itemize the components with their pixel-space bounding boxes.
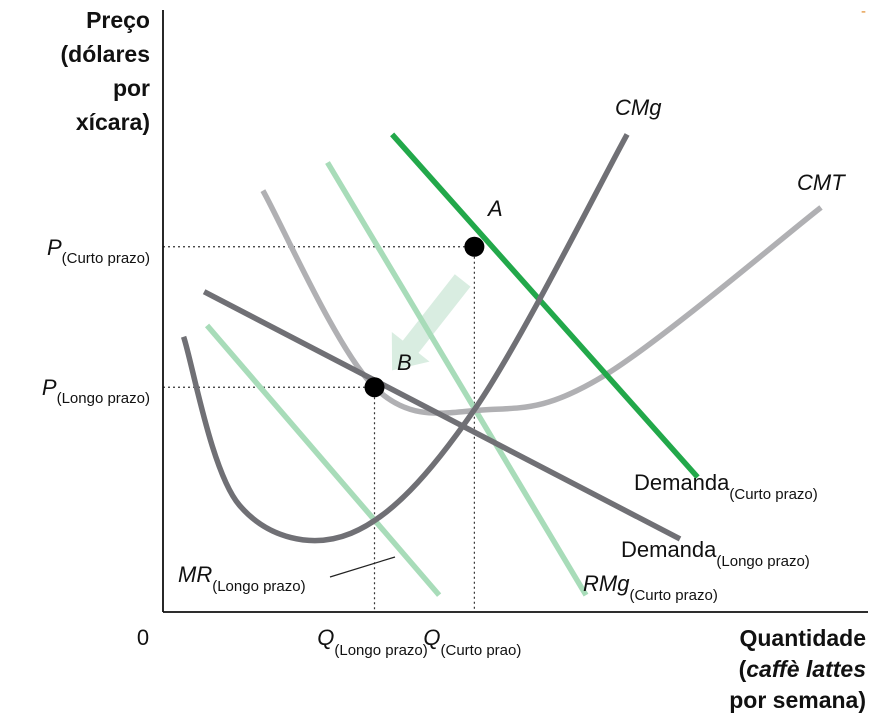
x-axis-title-line-1: Quantidade: [739, 625, 866, 651]
point-a: [464, 237, 484, 257]
y-axis-title-line-2: (dólares: [61, 41, 150, 67]
axes-layer: [163, 10, 868, 612]
series-label-demanda-longo: Demanda(Longo prazo): [621, 537, 810, 570]
x-tick-label-1: Q(Curto prao): [423, 625, 521, 659]
origin-label: 0: [137, 625, 149, 650]
mr-leader-line: [330, 557, 395, 577]
y-tick-label-1: P(Longo prazo): [42, 375, 150, 407]
point-label-b: B: [397, 350, 412, 375]
x-tick-label-0: Q(Longo prazo): [317, 625, 428, 659]
y-tick-label-0: P(Curto prazo): [47, 235, 150, 267]
series-label-cmg: CMg: [615, 95, 662, 120]
y-axis-title-line-1: Preço: [86, 7, 150, 33]
labels-layer: Preço (dólares por xícara) Quantidade (c…: [42, 3, 866, 713]
x-axis-title-line-3: por semana): [729, 687, 866, 713]
corner-mark: -: [861, 3, 866, 20]
series-demanda-longo-prazo: [204, 292, 680, 539]
point-label-a: A: [486, 196, 503, 221]
series-label-mr: MR(Longo prazo): [178, 562, 306, 595]
y-axis-title-line-3: por: [113, 75, 150, 101]
point-b: [365, 377, 385, 397]
x-axis-title-line-2: (caffè lattes: [739, 656, 866, 682]
series-label-demanda-curto: Demanda(Curto prazo): [634, 470, 818, 503]
x-axis-title-italic: caffè lattes: [746, 656, 866, 682]
y-axis-title-line-4: xícara): [76, 109, 150, 135]
series-label-rmg: RMg(Curto prazo): [583, 571, 718, 604]
series-label-cmt: CMT: [797, 170, 846, 195]
